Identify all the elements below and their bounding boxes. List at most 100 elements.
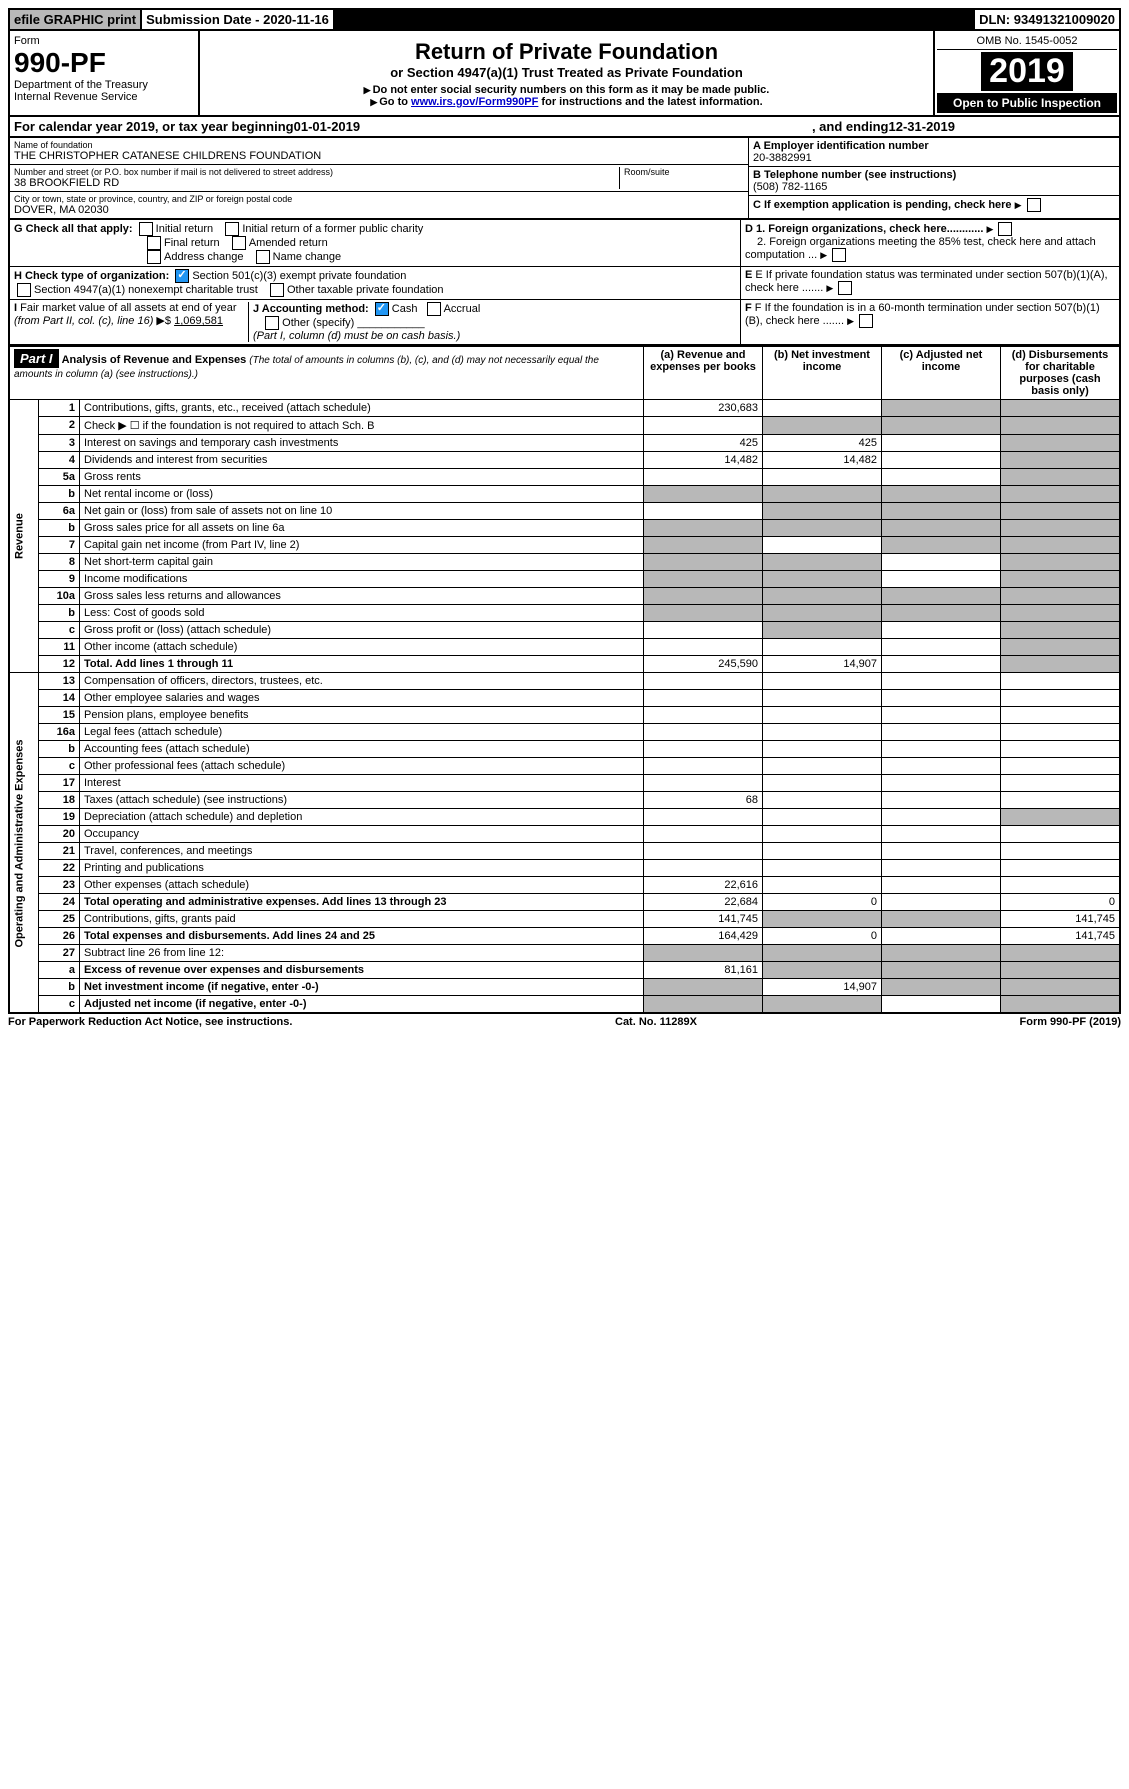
line-number: 20 [39,826,80,843]
g6-checkbox[interactable] [256,250,270,264]
line-description: Depreciation (attach schedule) and deple… [80,809,644,826]
top-bar: efile GRAPHIC print Submission Date - 20… [8,8,1121,31]
amount-cell [1001,775,1121,792]
table-row: 12Total. Add lines 1 through 11245,59014… [9,656,1120,673]
table-row: Operating and Administrative Expenses13C… [9,673,1120,690]
line-description: Gross rents [80,469,644,486]
amount-cell [763,860,882,877]
amount-cell [882,588,1001,605]
line-description: Net investment income (if negative, ente… [80,979,644,996]
amount-cell [882,673,1001,690]
phone-cell: B Telephone number (see instructions) (5… [749,167,1119,196]
amount-cell [882,452,1001,469]
g3-label: Final return [164,237,220,249]
f-checkbox[interactable] [859,314,873,328]
arrow-icon [826,282,835,294]
e-checkbox[interactable] [838,281,852,295]
addr-label: Number and street (or P.O. box number if… [14,167,619,177]
revenue-section-label: Revenue [9,400,39,673]
g3-checkbox[interactable] [147,236,161,250]
table-row: bAccounting fees (attach schedule) [9,741,1120,758]
line-number: 21 [39,843,80,860]
instr2b: for instructions and the latest informat… [538,96,762,108]
amount-cell [763,996,882,1014]
amount-cell [882,605,1001,622]
g5-checkbox[interactable] [147,250,161,264]
line-description: Contributions, gifts, grants, etc., rece… [80,400,644,417]
footer-left: For Paperwork Reduction Act Notice, see … [8,1016,292,1028]
d2-label: 2. Foreign organizations meeting the 85%… [745,236,1096,261]
g1-checkbox[interactable] [139,222,153,236]
j-cash-checkbox[interactable] [375,302,389,316]
h1-checkbox[interactable] [175,269,189,283]
line-description: Income modifications [80,571,644,588]
h-section: H Check type of organization: Section 50… [10,267,741,299]
irs-label: Internal Revenue Service [14,91,194,103]
h3-checkbox[interactable] [270,283,284,297]
line-description: Capital gain net income (from Part IV, l… [80,537,644,554]
amount-cell [1001,639,1121,656]
amount-cell [763,400,882,417]
e-section: E E If private foundation status was ter… [741,267,1119,299]
amount-cell [1001,826,1121,843]
amount-cell [882,503,1001,520]
line-description: Other professional fees (attach schedule… [80,758,644,775]
d1-checkbox[interactable] [998,222,1012,236]
part1-badge: Part I [14,349,59,368]
j-other-checkbox[interactable] [265,316,279,330]
amount-cell [1001,877,1121,894]
c-checkbox[interactable] [1027,198,1041,212]
line-number: 2 [39,417,80,435]
amount-cell [882,520,1001,537]
amount-cell [1001,656,1121,673]
amount-cell [644,758,763,775]
h1-label: Section 501(c)(3) exempt private foundat… [192,270,406,282]
amount-cell: 81,161 [644,962,763,979]
d-section: D 1. Foreign organizations, check here..… [741,220,1119,266]
line-description: Less: Cost of goods sold [80,605,644,622]
g4-checkbox[interactable] [232,236,246,250]
topbar-spacer [335,10,973,29]
amount-cell: 14,907 [763,656,882,673]
city-cell: City or town, state or province, country… [10,192,748,218]
line-number: 3 [39,435,80,452]
irs-link[interactable]: www.irs.gov/Form990PF [411,96,538,108]
amount-cell [763,741,882,758]
line-number: 12 [39,656,80,673]
amount-cell [882,571,1001,588]
line-description: Gross sales price for all assets on line… [80,520,644,537]
g2-checkbox[interactable] [225,222,239,236]
form-title: Return of Private Foundation [204,39,929,65]
amount-cell [1001,945,1121,962]
amount-cell [644,741,763,758]
amount-cell [763,537,882,554]
amount-cell [882,962,1001,979]
amount-cell [644,707,763,724]
j-accrual-checkbox[interactable] [427,302,441,316]
table-row: 6aNet gain or (loss) from sale of assets… [9,503,1120,520]
j1-label: Cash [392,303,418,315]
info-right: A Employer identification number 20-3882… [748,138,1119,218]
amount-cell [882,945,1001,962]
amount-cell [763,911,882,928]
instr1: Do not enter social security numbers on … [373,84,770,96]
phone-label: B Telephone number (see instructions) [753,169,1115,181]
amount-cell [644,537,763,554]
line-description: Net short-term capital gain [80,554,644,571]
name-cell: Name of foundation THE CHRISTOPHER CATAN… [10,138,748,165]
table-row: 3Interest on savings and temporary cash … [9,435,1120,452]
amount-cell: 425 [763,435,882,452]
amount-cell [882,554,1001,571]
g2-label: Initial return of a former public charit… [242,223,423,235]
table-row: 27Subtract line 26 from line 12: [9,945,1120,962]
amount-cell [1001,690,1121,707]
line-description: Interest [80,775,644,792]
amount-cell [1001,622,1121,639]
line-description: Compensation of officers, directors, tru… [80,673,644,690]
line-description: Total. Add lines 1 through 11 [80,656,644,673]
d2-checkbox[interactable] [832,248,846,262]
amount-cell [763,571,882,588]
h3-label: Other taxable private foundation [287,284,444,296]
table-row: 5aGross rents [9,469,1120,486]
h2-checkbox[interactable] [17,283,31,297]
